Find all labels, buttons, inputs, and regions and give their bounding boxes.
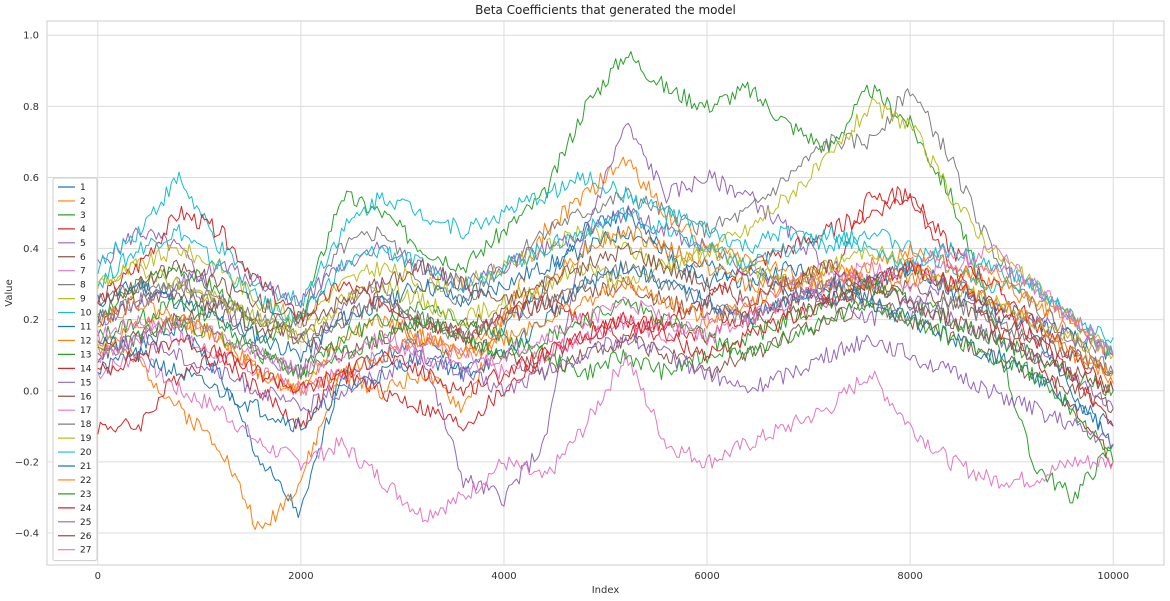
legend-label: 25: [80, 518, 91, 528]
legend-label: 4: [80, 225, 86, 235]
y-tick-label: −0.4: [15, 529, 39, 540]
legend-label: 11: [80, 323, 91, 333]
legend-label: 10: [80, 309, 92, 319]
legend-label: 23: [80, 490, 91, 500]
series-line-24: [97, 260, 1114, 427]
legend-label: 15: [80, 378, 91, 388]
x-axis-label: Index: [592, 585, 620, 596]
y-tick-label: 0.0: [23, 386, 39, 397]
y-tick-label: 0.8: [23, 102, 39, 113]
y-tick-label: 0.6: [23, 173, 39, 184]
legend-label: 13: [80, 350, 91, 360]
series-line-7: [97, 351, 1114, 523]
x-tick-label: 8000: [897, 571, 922, 582]
legend-label: 26: [80, 532, 92, 542]
y-axis-ticks: −0.4 −0.2 0.0 0.2 0.4 0.6 0.8 1.0: [15, 31, 39, 540]
series-line-8: [97, 88, 1114, 374]
legend-box: [52, 177, 98, 562]
series-line-15: [97, 205, 1114, 356]
legend-label: 12: [80, 336, 91, 346]
legend-label: 19: [80, 434, 92, 444]
x-tick-label: 10000: [1097, 571, 1129, 582]
x-tick-label: 2000: [288, 571, 313, 582]
series-line-25: [97, 331, 1114, 447]
legend-label: 3: [80, 211, 86, 221]
legend-label: 7: [80, 267, 86, 277]
legend: 1234567891011121314151617181920212223242…: [52, 177, 98, 562]
legend-label: 6: [80, 253, 86, 263]
series-line-6: [97, 276, 1114, 377]
series-line-12: [97, 225, 1114, 395]
legend-label: 24: [80, 504, 92, 514]
y-tick-label: 0.4: [23, 244, 39, 255]
legend-label: 22: [80, 476, 91, 486]
chart-title: Beta Coefficients that generated the mod…: [475, 3, 736, 17]
series-line-26: [97, 242, 1114, 394]
y-tick-label: 0.2: [23, 315, 39, 326]
legend-label: 20: [80, 448, 92, 458]
legend-label: 27: [80, 546, 91, 556]
legend-label: 14: [80, 364, 92, 374]
gridlines: [47, 21, 1164, 565]
y-tick-label: 1.0: [23, 31, 39, 42]
x-tick-label: 6000: [694, 571, 719, 582]
legend-label: 5: [80, 239, 86, 249]
series-line-23: [97, 298, 1114, 463]
legend-label: 1: [80, 183, 86, 193]
legend-label: 8: [80, 281, 86, 291]
y-axis-label: Value: [4, 279, 15, 306]
legend-label: 21: [80, 462, 91, 472]
legend-label: 17: [80, 406, 91, 416]
series-line-27: [97, 244, 1114, 379]
legend-label: 16: [80, 392, 92, 402]
y-tick-label: −0.2: [15, 457, 39, 468]
x-axis-ticks: 0 2000 4000 6000 8000 10000: [95, 571, 1130, 582]
series-line-14: [97, 192, 1114, 394]
x-tick-label: 0: [95, 571, 101, 582]
legend-label: 18: [80, 420, 92, 430]
legend-label: 9: [80, 295, 86, 305]
legend-label: 2: [80, 197, 86, 207]
x-tick-label: 4000: [491, 571, 516, 582]
series-layer: [97, 51, 1114, 530]
